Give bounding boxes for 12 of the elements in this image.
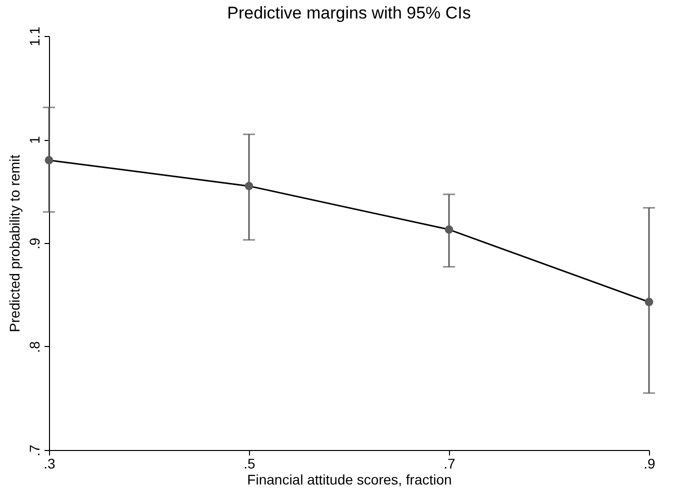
- y-tick-label: 1: [26, 136, 42, 144]
- y-tick-label: .8: [26, 340, 42, 353]
- x-tick-label: .7: [444, 456, 456, 472]
- y-axis-title: Predicted probability to remit: [6, 154, 22, 332]
- y-tick-label: .9: [26, 237, 42, 250]
- chart-title: Predictive margins with 95% CIs: [227, 3, 471, 22]
- x-tick-label: .5: [244, 456, 256, 472]
- x-axis-title: Financial attitude scores, fraction: [247, 472, 452, 488]
- y-tick-label: 1.1: [26, 26, 42, 46]
- x-tick-label: .9: [644, 456, 656, 472]
- x-tick-label: .3: [44, 456, 56, 472]
- y-tick-label: .7: [26, 444, 42, 456]
